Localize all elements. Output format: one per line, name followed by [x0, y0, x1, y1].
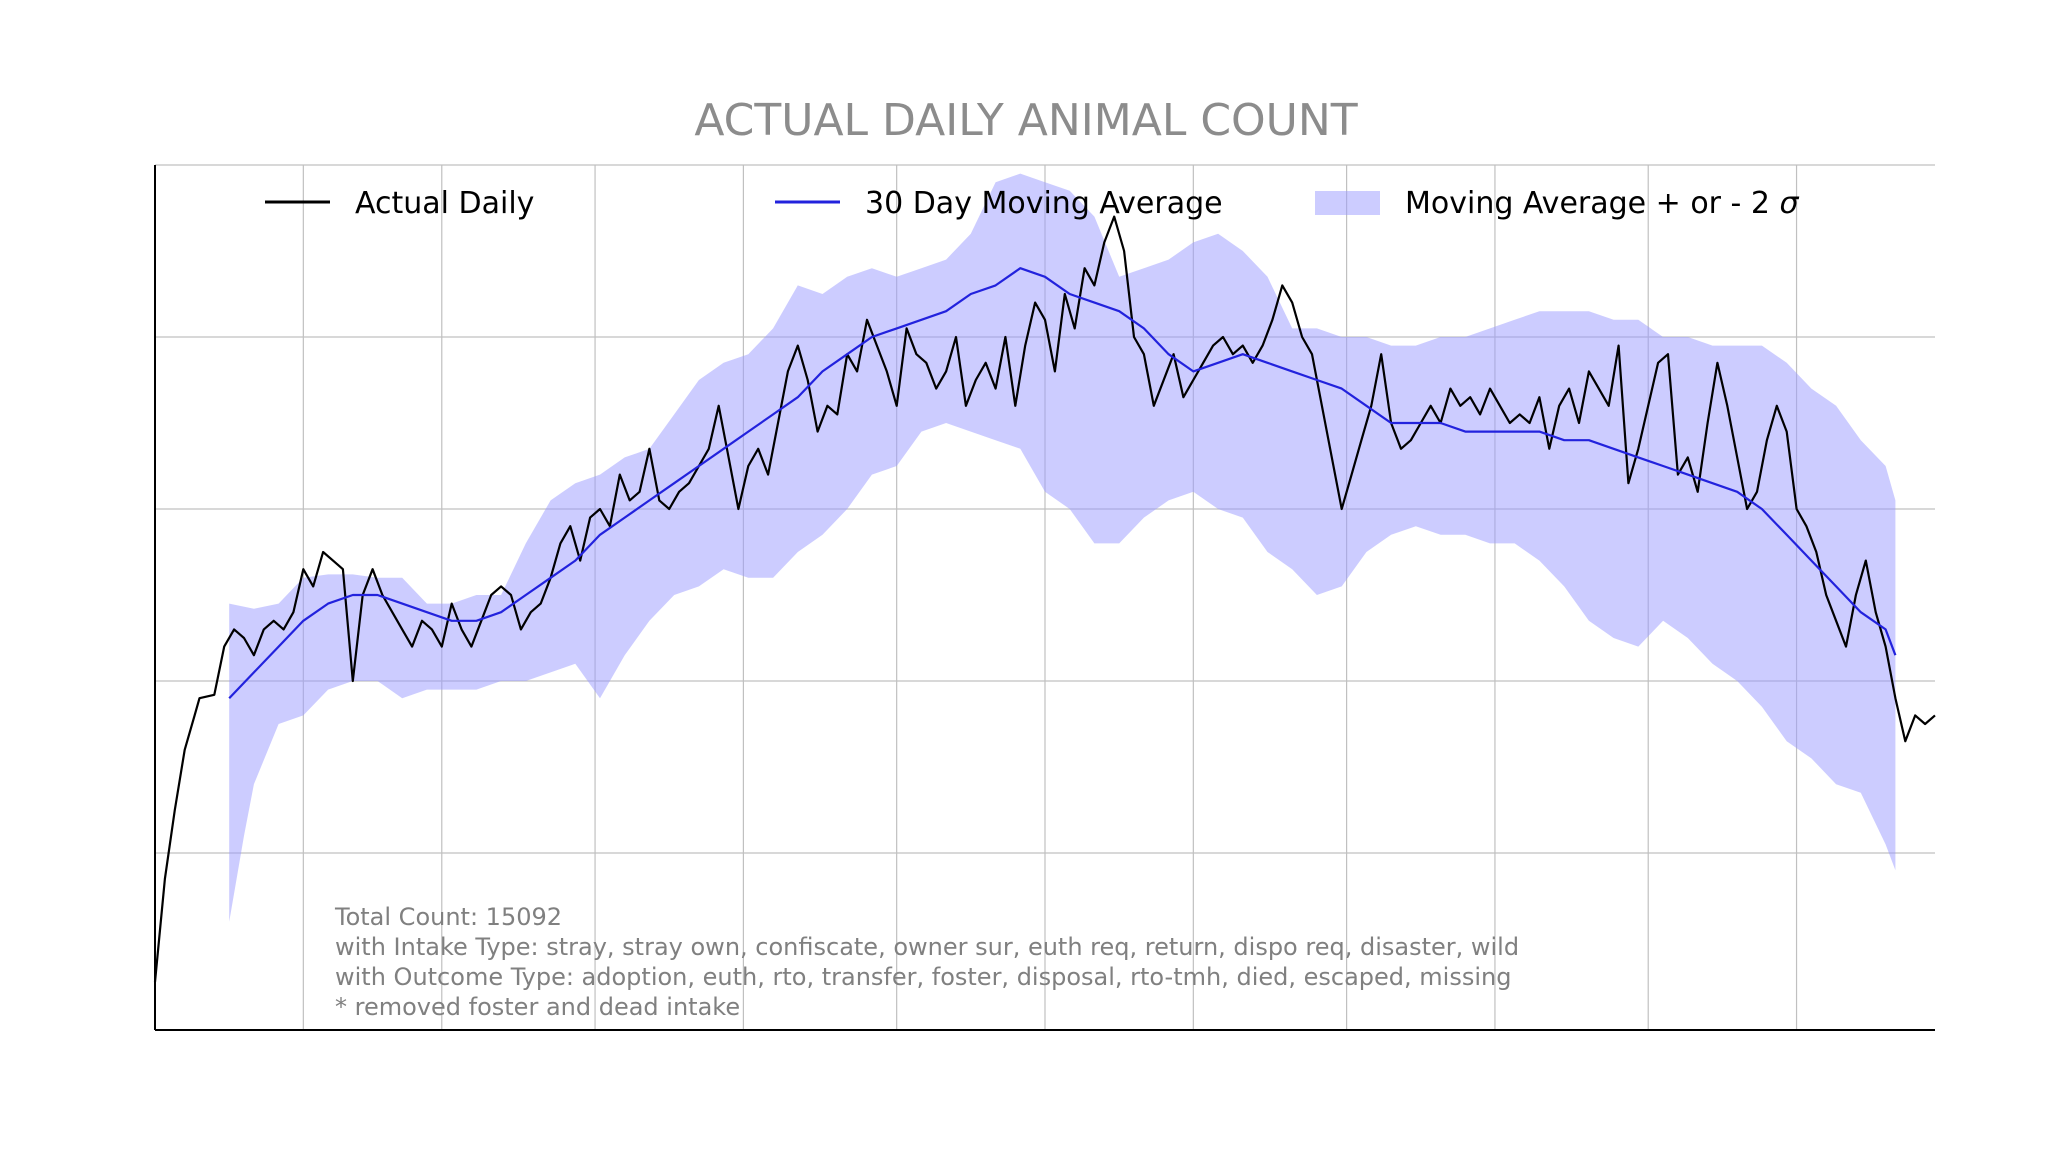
annotation-intake-types: with Intake Type: stray, stray own, conf…	[335, 933, 1519, 961]
legend-label-band-sigma: σ	[1780, 186, 1800, 221]
moving-average-band	[229, 173, 1896, 922]
annotation-total-count: Total Count: 15092	[334, 903, 562, 931]
chart-title: ACTUAL DAILY ANIMAL COUNT	[694, 95, 1357, 146]
series-line-0	[153, 215, 1936, 983]
band-area	[229, 173, 1896, 922]
axes	[154, 165, 1935, 1031]
legend-label-actual-daily: Actual Daily	[355, 186, 534, 221]
series-line-1	[228, 267, 1897, 699]
annotation-block: Total Count: 15092 with Intake Type: str…	[334, 903, 1519, 1021]
series-lines	[153, 215, 1936, 983]
legend-label-band: Moving Average + or - 2 σ	[1405, 186, 1800, 221]
legend-label-moving-average: 30 Day Moving Average	[865, 186, 1223, 221]
legend-swatch-band	[1315, 191, 1380, 215]
legend-label-band-text: Moving Average + or - 2	[1405, 186, 1770, 221]
annotation-outcome-types: with Outcome Type: adoption, euth, rto, …	[335, 963, 1511, 991]
annotation-footnote: * removed foster and dead intake	[335, 993, 740, 1021]
legend: Actual Daily 30 Day Moving Average Movin…	[265, 186, 1800, 221]
